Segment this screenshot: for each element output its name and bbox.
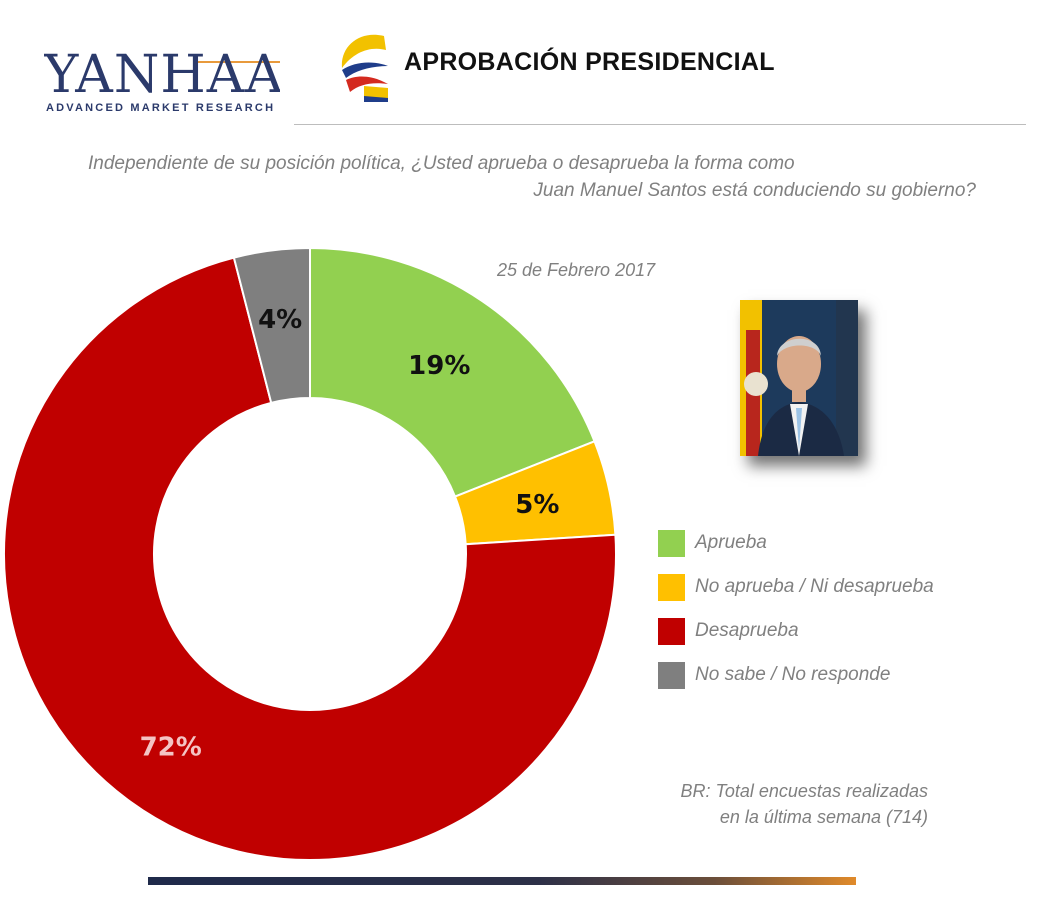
page-title: APROBACIÓN PRESIDENCIAL — [404, 48, 775, 76]
approval-donut-chart: 19% 5% 72% 4% — [0, 240, 630, 870]
header-divider — [294, 124, 1026, 125]
legend-item-no-sabe: No sabe / No responde — [658, 660, 934, 690]
legend-item-neutral: No aprueba / Ni desaprueba — [658, 572, 934, 602]
chart-legend: Aprueba No aprueba / Ni desaprueba Desap… — [658, 528, 934, 704]
data-label-aprueba: 19% — [408, 351, 470, 381]
legend-label: No sabe / No responde — [695, 664, 891, 685]
data-label-neutral: 5% — [515, 490, 559, 520]
legend-label: Aprueba — [695, 532, 767, 553]
legend-label: Desaprueba — [695, 620, 799, 641]
data-label-desaprueba: 72% — [140, 733, 202, 763]
survey-date: 25 de Febrero 2017 — [497, 260, 656, 280]
legend-swatch — [658, 573, 685, 601]
legend-swatch — [658, 661, 685, 689]
footer-gradient-bar — [148, 877, 856, 885]
question-line-1: Independiente de su posición política, ¿… — [88, 153, 795, 174]
president-portrait — [740, 300, 858, 456]
slice-aprueba — [309, 246, 596, 498]
yanhaas-logo: YANHAAS ADVANCED MARKET RESEARCH — [44, 40, 280, 120]
legend-label: No aprueba / Ni desaprueba — [695, 576, 934, 597]
survey-question: Independiente de su posición política, ¿… — [60, 150, 976, 204]
base-note: BR: Total encuestas realizadas en la últ… — [600, 778, 928, 830]
legend-item-desaprueba: Desaprueba — [658, 616, 934, 646]
data-label-no-sabe: 4% — [258, 305, 302, 335]
note-line-1: BR: Total encuestas realizadas — [680, 781, 928, 801]
question-line-2: Juan Manuel Santos está conduciendo su g… — [533, 180, 976, 201]
legend-swatch — [658, 617, 685, 645]
note-line-2: en la última semana (714) — [719, 807, 928, 827]
slice-desaprueba — [3, 256, 617, 861]
slice-no-sabe — [232, 246, 311, 405]
colombia-flag-icon — [330, 26, 394, 106]
legend-swatch — [658, 529, 685, 557]
logo-text: YANHAAS — [44, 45, 280, 100]
logo-subtitle: ADVANCED MARKET RESEARCH — [46, 102, 276, 114]
legend-item-aprueba: Aprueba — [658, 528, 934, 558]
